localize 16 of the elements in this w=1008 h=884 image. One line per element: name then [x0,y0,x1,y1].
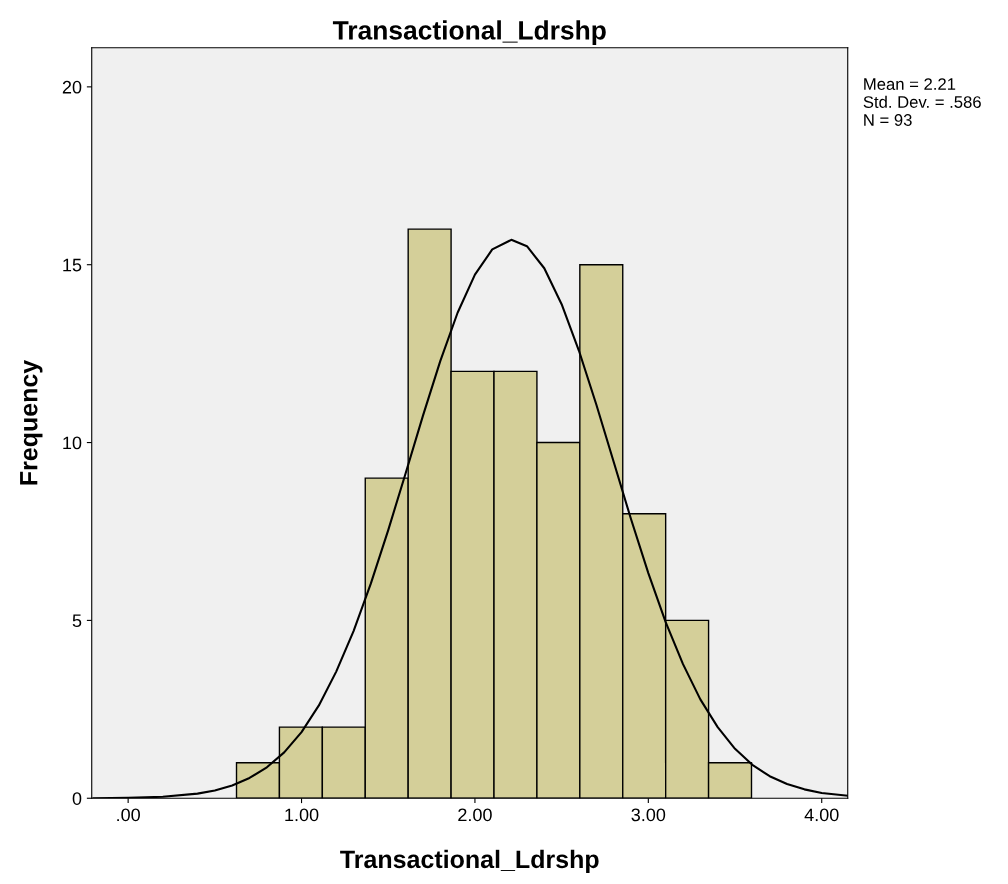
text: N = 93 [864,114,912,126]
x-tick-label: 3.00 [631,808,666,822]
y-tick-label: 5 [72,614,82,628]
y-axis-title: Frequency [20,359,43,485]
chart-title: Transactional_Ldrshp [332,20,606,45]
x-tick-label: .00 [117,808,140,822]
text: Mean = 2.21 [864,78,956,90]
x-tick-label: 1.00 [285,808,319,822]
y-tick-label: 15 [63,258,82,272]
text: Std. Dev. = .586 [863,95,981,108]
x-tick-label: 4.00 [804,808,839,822]
x-tick-label: 2.00 [458,808,492,822]
y-tick-label: 10 [63,436,82,450]
y-tick-label: 0 [72,792,82,805]
x-axis-title: Transactional_Ldrshp [340,849,599,874]
y-tick-label: 20 [62,80,82,94]
